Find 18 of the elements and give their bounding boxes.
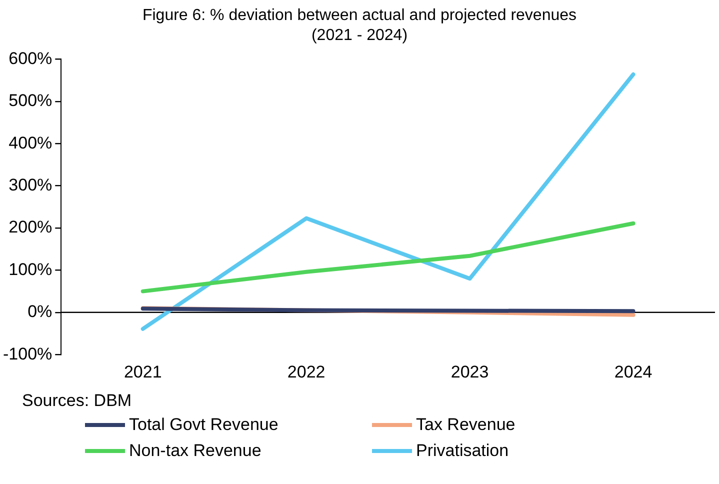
y-tick-label: 300% xyxy=(8,175,52,194)
legend-label: Privatisation xyxy=(416,441,509,461)
legend-label: Non-tax Revenue xyxy=(129,441,262,461)
x-tick-label: 2023 xyxy=(450,362,489,382)
y-tick-label: 600% xyxy=(8,48,52,68)
y-tick-label: 200% xyxy=(8,218,52,237)
y-tick-label: 100% xyxy=(8,260,52,279)
x-tick-label: 2024 xyxy=(614,362,652,382)
source-note: Sources: DBM xyxy=(21,391,133,411)
chart-title: Figure 6: % deviation between actual and projected revenues (2021 - 2024) xyxy=(141,6,578,46)
y-tick-label: -100% xyxy=(3,344,52,364)
y-tick-label: 400% xyxy=(8,133,52,152)
x-tick-label: 2021 xyxy=(124,362,162,382)
x-tick-label: 2022 xyxy=(287,362,326,382)
legend-label: Tax Revenue xyxy=(416,415,516,435)
legend-label: Total Govt Revenue xyxy=(129,415,278,435)
y-tick-label: 0% xyxy=(28,302,52,322)
y-tick-label: 500% xyxy=(8,91,52,110)
